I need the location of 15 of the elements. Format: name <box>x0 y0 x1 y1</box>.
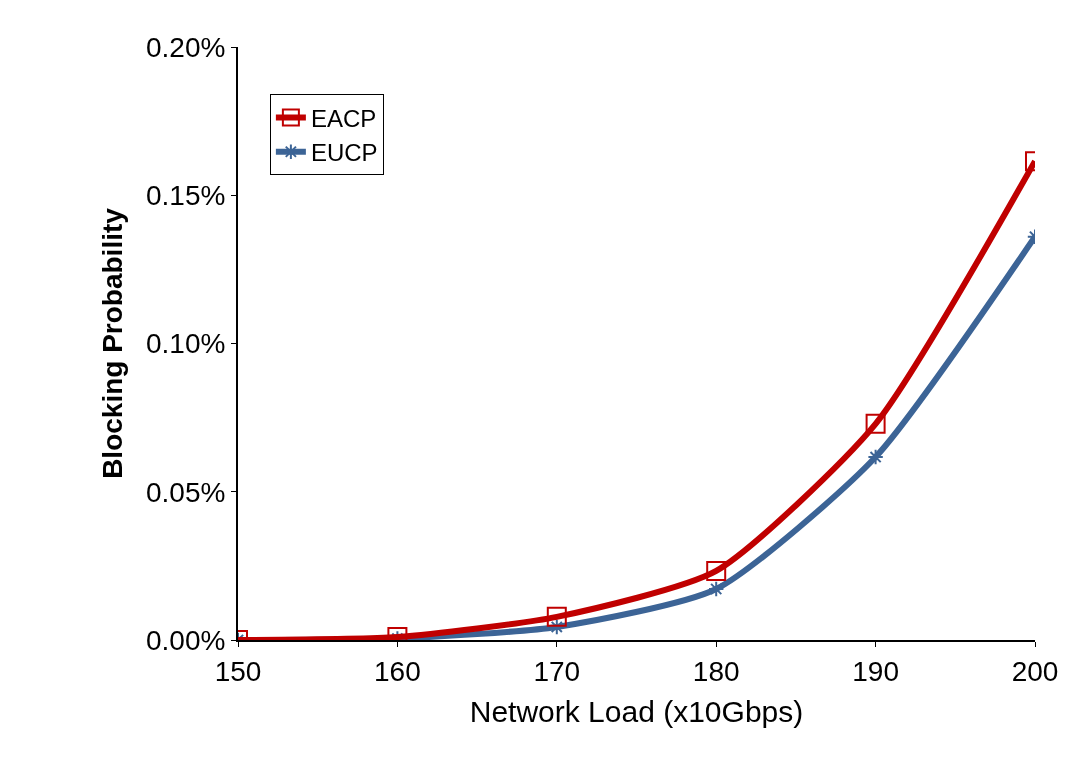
x-tick-label: 200 <box>1011 655 1059 687</box>
x-axis-title: Network Load (x10Gbps) <box>469 694 804 728</box>
y-tick-label: 0.15% <box>145 180 226 212</box>
y-tick-label: 0.05% <box>145 476 226 508</box>
legend-label: EUCP <box>310 139 378 167</box>
x-tick-label: 170 <box>533 655 581 687</box>
x-tick-label: 150 <box>214 655 262 687</box>
y-tick-label: 0.00% <box>145 624 226 656</box>
y-tick-label: 0.10% <box>145 328 226 360</box>
x-tick-label: 180 <box>692 655 740 687</box>
y-axis-title: Blocking Probability <box>97 207 129 479</box>
y-tick-label: 0.20% <box>145 31 226 63</box>
legend-label: EACP <box>310 104 377 132</box>
x-tick-label: 190 <box>852 655 899 687</box>
x-tick-label: 160 <box>374 655 421 687</box>
